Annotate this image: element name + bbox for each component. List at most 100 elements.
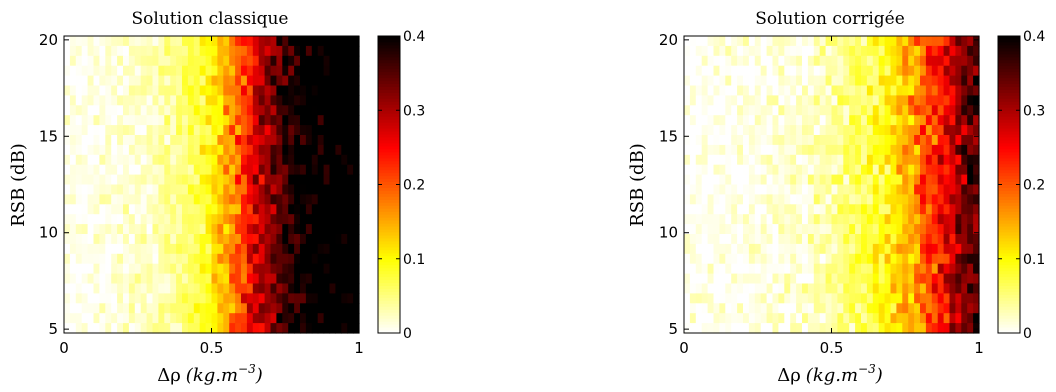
heatmap-cell: [807, 184, 815, 195]
heatmap-cell: [258, 283, 266, 294]
heatmap-cell: [725, 125, 732, 136]
heatmap-cell: [943, 135, 951, 146]
heatmap-cell: [128, 164, 136, 176]
heatmap-cell: [176, 105, 183, 116]
y-tick-label: 5: [48, 320, 58, 338]
heatmap-cell: [902, 164, 909, 176]
heatmap-cell: [341, 154, 348, 166]
colorbar-tick-label: 0.4: [1023, 29, 1045, 45]
heatmap-cell: [896, 174, 903, 186]
heatmap-cell: [87, 184, 95, 195]
heatmap-cell: [105, 283, 112, 294]
heatmap-cell: [99, 36, 106, 47]
heatmap-cell: [701, 194, 709, 205]
heatmap-cell: [294, 283, 301, 294]
heatmap-cell: [861, 144, 868, 156]
heatmap-cell: [914, 174, 921, 186]
heatmap-cell: [317, 135, 325, 146]
heatmap-cell: [199, 95, 207, 106]
heatmap-cell: [193, 234, 201, 245]
heatmap-cell: [866, 214, 874, 225]
heatmap-cell: [276, 55, 283, 67]
heatmap-cell: [317, 65, 325, 77]
x-axis-label-close: ): [255, 365, 263, 386]
heatmap-cell: [784, 75, 791, 87]
heatmap-cell: [802, 55, 809, 67]
heatmap-cell: [849, 224, 856, 235]
heatmap-cell: [855, 45, 862, 57]
heatmap-cell: [87, 36, 95, 47]
heatmap-cell: [725, 164, 732, 176]
heatmap-cell: [158, 115, 165, 126]
heatmap-cell: [807, 214, 815, 225]
heatmap-cell: [282, 253, 289, 265]
heatmap-cell: [323, 283, 331, 294]
colorbar-segment: [378, 166, 400, 171]
heatmap-cell: [843, 105, 850, 116]
colorbar-segment: [378, 163, 400, 168]
colorbar-segment: [998, 110, 1020, 114]
heatmap-cell: [925, 313, 933, 324]
colorbar-segment: [378, 273, 400, 278]
colorbar-segment: [998, 38, 1020, 43]
heatmap-cell: [843, 263, 850, 275]
heatmap-cell: [819, 273, 827, 285]
heatmap-cell: [270, 65, 277, 77]
heatmap-cell: [784, 125, 791, 136]
heatmap-cell: [861, 313, 868, 324]
heatmap-cell: [737, 95, 744, 106]
heatmap-cell: [353, 194, 360, 205]
heatmap-cell: [943, 184, 951, 195]
heatmap-cell: [707, 164, 715, 176]
heatmap-cell: [193, 273, 201, 285]
heatmap-cell: [872, 263, 880, 275]
heatmap-cell: [270, 36, 277, 47]
heatmap-cell: [105, 174, 112, 186]
heatmap-cell: [170, 174, 177, 186]
heatmap-cell: [790, 184, 797, 195]
heatmap-cell: [64, 283, 71, 294]
heatmap-cell: [701, 45, 709, 57]
heatmap-cell: [748, 283, 756, 294]
heatmap-cell: [353, 313, 360, 324]
heatmap-cell: [176, 204, 183, 215]
heatmap-cell: [134, 95, 142, 106]
heatmap-cell: [825, 234, 833, 245]
heatmap-cell: [790, 283, 797, 294]
heatmap-cell: [276, 194, 283, 205]
heatmap-cell: [961, 125, 968, 136]
heatmap-cell: [294, 36, 301, 47]
heatmap-cell: [158, 263, 165, 275]
colorbar-segment: [998, 44, 1020, 49]
x-tick-label: 1: [354, 339, 364, 357]
heatmap-cell: [872, 135, 880, 146]
heatmap-cell: [146, 293, 154, 304]
heatmap-cell: [276, 224, 283, 235]
heatmap-cell: [973, 144, 980, 156]
heatmap-cell: [276, 283, 283, 294]
heatmap-cell: [241, 144, 248, 156]
heatmap-cell: [64, 273, 71, 285]
heatmap-cell: [276, 184, 283, 195]
heatmap-cell: [134, 234, 142, 245]
heatmap-cell: [123, 224, 130, 235]
colorbar-segment: [998, 300, 1020, 304]
heatmap-cell: [87, 164, 95, 176]
heatmap-cell: [902, 184, 909, 195]
heatmap-cell: [347, 95, 354, 106]
heatmap-cell: [182, 105, 189, 116]
heatmap-cell: [134, 204, 142, 215]
heatmap-cell: [305, 154, 313, 166]
heatmap-cell: [920, 75, 927, 87]
heatmap-cell: [743, 45, 750, 57]
heatmap-cell: [311, 234, 319, 245]
heatmap-cell: [288, 323, 295, 334]
heatmap-cell: [347, 273, 354, 285]
heatmap-cell: [123, 214, 130, 225]
heatmap-cell: [707, 253, 715, 265]
colorbar-segment: [998, 199, 1020, 203]
heatmap-cell: [843, 184, 850, 195]
heatmap-cell: [778, 36, 785, 47]
heatmap-cell: [246, 125, 254, 136]
heatmap-cell: [943, 36, 951, 47]
